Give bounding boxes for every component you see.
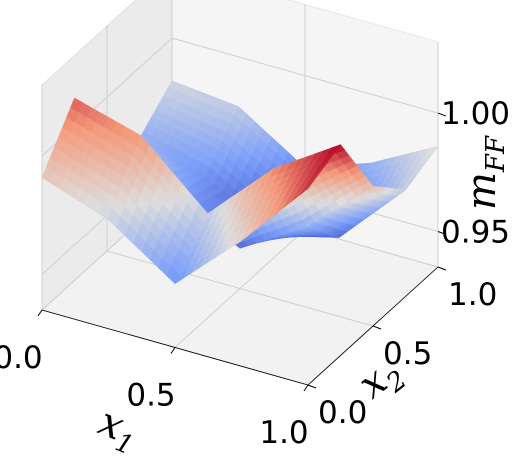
tick-marks (37, 112, 447, 392)
x-tick-mark (170, 347, 176, 354)
y-tick-label: 0.0 (318, 395, 367, 431)
y-tick-label: 1.0 (448, 277, 497, 313)
y-tick-mark (372, 325, 382, 330)
z-axis-label: mFF (459, 135, 511, 210)
z-tick-label: 0.95 (441, 214, 510, 250)
x-tick-label: 0.0 (0, 340, 43, 376)
x-tick-label: 1.0 (259, 415, 308, 451)
y-tick-mark (307, 384, 317, 389)
surface-patch (299, 182, 313, 196)
grid-line-y-floor (106, 250, 374, 327)
x-tick-label: 0.5 (126, 378, 175, 414)
z-axis-label-sub: FF (481, 135, 511, 173)
z-tick-mark (437, 231, 447, 235)
y-tick-label: 0.5 (383, 336, 432, 372)
y-tick-mark (437, 266, 447, 271)
z-axis-label-main: m (459, 172, 505, 210)
x-tick-mark (37, 309, 43, 317)
z-tick-mark (437, 112, 447, 117)
tick-labels: 0.0 0.5 1.0 0.0 0.5 1.0 0.95 1.00 (0, 96, 510, 451)
x-tick-mark (303, 384, 309, 392)
z-tick-label: 1.00 (441, 96, 510, 132)
surface-plot (41, 80, 439, 285)
